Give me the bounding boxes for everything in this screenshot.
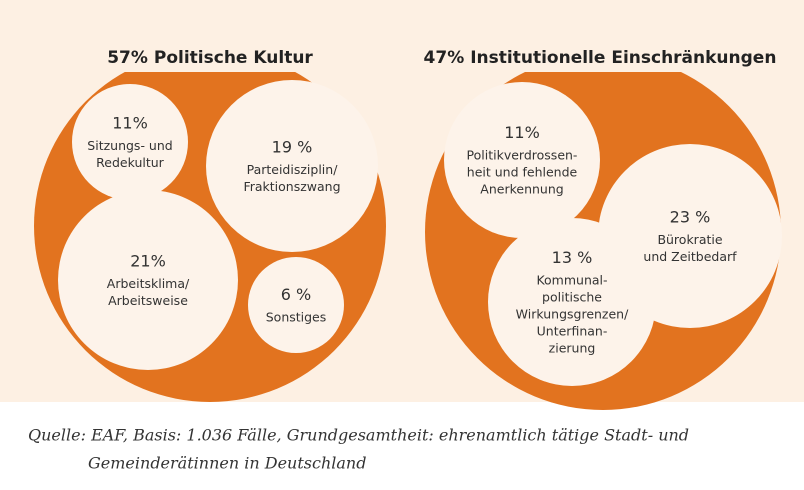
category-label: Sonstiges: [266, 310, 327, 325]
category-label: Redekultur: [96, 155, 165, 170]
category-label: politische: [542, 290, 602, 305]
inner-circle: [248, 257, 344, 353]
title-text: Politische Kultur: [154, 48, 314, 68]
charts: 57% Politische Kultur 11% Sitzungs- und Rede…: [34, 42, 782, 410]
value-label: 6 %: [281, 285, 311, 304]
category-label: Kommunal-: [536, 273, 607, 288]
value-label: 11%: [504, 123, 540, 142]
title-value: 47%: [424, 48, 465, 68]
inner-circle: [488, 218, 656, 386]
category-label: Politikverdrossen-: [467, 148, 578, 163]
category-label: Arbeitsweise: [108, 293, 188, 308]
value-label: 23 %: [670, 208, 711, 227]
inner-circle: [72, 84, 188, 200]
inner-circle: [444, 82, 600, 238]
source-line: Gemeinderätinnen in Deutschland: [88, 454, 366, 473]
chart-title: 57% Politische Kultur: [107, 48, 313, 68]
category-label: Parteidisziplin/: [247, 162, 339, 177]
value-label: 21%: [130, 252, 166, 271]
value-label: 13 %: [552, 248, 593, 267]
category-label: Fraktionszwang: [243, 179, 340, 194]
inner-circle: [58, 190, 238, 370]
title-band: [35, 42, 385, 72]
value-label: 11%: [112, 114, 148, 133]
category-label: Bürokratie: [657, 232, 722, 247]
category-label: und Zeitbedarf: [643, 249, 737, 264]
value-label: 19 %: [272, 138, 313, 157]
category-label: Arbeitsklima/: [107, 276, 190, 291]
category-label: Wirkungsgrenzen/: [516, 307, 629, 322]
title-band: [425, 42, 775, 72]
category-label: Unterfinan-: [537, 324, 608, 339]
title-text: Institutionelle Einschränkungen: [470, 48, 776, 68]
category-label: zierung: [549, 341, 596, 356]
pack-chart: 47% Institutionelle Einschränkungen 11% Pol…: [424, 42, 782, 410]
chart-title: 47% Institutionelle Einschränkungen: [424, 48, 777, 68]
inner-circle: [206, 80, 378, 252]
category-label: Sitzungs- und: [87, 138, 172, 153]
pack-chart: 57% Politische Kultur 11% Sitzungs- und Rede…: [34, 42, 386, 402]
category-label: heit und fehlende: [467, 165, 578, 180]
title-value: 57%: [107, 48, 148, 68]
category-label: Anerkennung: [480, 182, 563, 197]
source-line: Quelle: EAF, Basis: 1.036 Fälle, Grundge…: [28, 426, 689, 445]
